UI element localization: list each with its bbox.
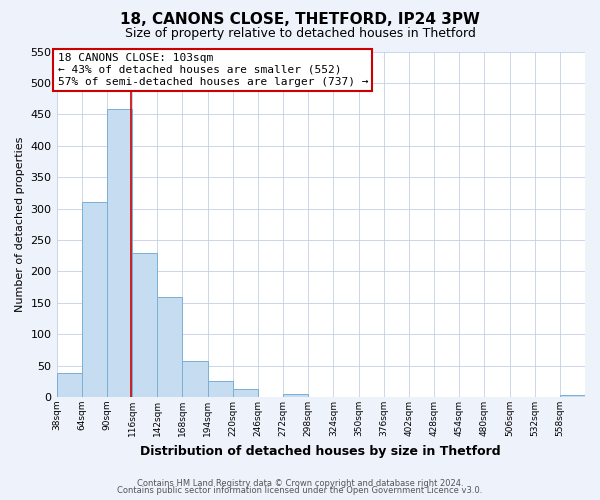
Y-axis label: Number of detached properties: Number of detached properties [15, 136, 25, 312]
Text: 18, CANONS CLOSE, THETFORD, IP24 3PW: 18, CANONS CLOSE, THETFORD, IP24 3PW [120, 12, 480, 28]
Bar [157, 296, 182, 397]
Text: Contains HM Land Registry data © Crown copyright and database right 2024.: Contains HM Land Registry data © Crown c… [137, 478, 463, 488]
Bar [208, 380, 233, 397]
Bar [132, 252, 157, 397]
Text: 18 CANONS CLOSE: 103sqm
← 43% of detached houses are smaller (552)
57% of semi-d: 18 CANONS CLOSE: 103sqm ← 43% of detache… [58, 54, 368, 86]
Bar [56, 373, 82, 397]
Bar [82, 202, 107, 397]
Text: Contains public sector information licensed under the Open Government Licence v3: Contains public sector information licen… [118, 486, 482, 495]
Bar [107, 110, 132, 397]
Bar [283, 394, 308, 397]
Bar [560, 395, 585, 397]
X-axis label: Distribution of detached houses by size in Thetford: Distribution of detached houses by size … [140, 444, 501, 458]
Bar [182, 361, 208, 397]
Text: Size of property relative to detached houses in Thetford: Size of property relative to detached ho… [125, 28, 475, 40]
Bar [233, 390, 258, 397]
